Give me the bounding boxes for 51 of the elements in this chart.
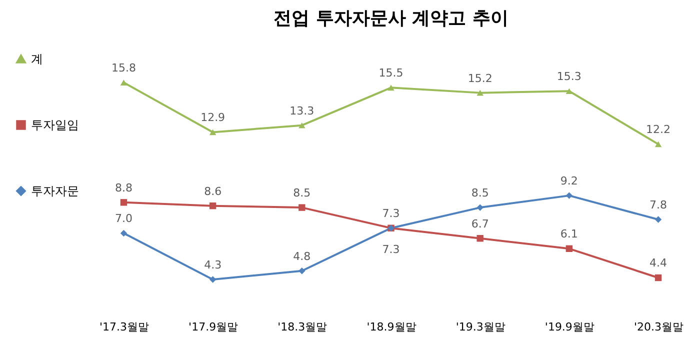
data-label: 7.0 [114,212,132,226]
x-tick-label: '20.3월말 [634,320,684,334]
data-label: 15.8 [111,62,136,75]
data-label: 8.8 [114,181,132,194]
data-label: 8.5 [471,186,489,200]
legend-label: 투자일임 [31,118,79,132]
point [476,204,484,211]
data-label: 7.3 [382,207,400,220]
data-label: 15.5 [378,66,404,80]
data-label: 4.3 [204,258,222,272]
data-label: 13.3 [290,104,314,118]
data-label: 6.7 [471,217,489,230]
point [654,141,662,148]
data-label: 15.3 [556,70,582,84]
point [566,245,573,252]
point [476,90,484,96]
point [120,199,128,206]
legend-label: 계 [31,52,43,66]
data-label: 4.4 [650,256,668,270]
point [120,230,128,237]
chart-title: 전업 투자자문사 계약고 추이 [274,8,508,29]
x-tick-label: '19.3월말 [456,320,506,334]
data-label: 4.8 [293,250,311,263]
point [298,204,306,211]
point [120,80,128,86]
point [476,235,484,242]
point [298,268,306,274]
data-label: 8.6 [204,184,222,198]
point [654,274,662,282]
point [566,192,573,199]
point [298,122,306,128]
x-tick-label: '18.3월말 [278,320,328,334]
point [654,216,662,223]
legend-label: 투자자문 [31,184,79,198]
data-label: 9.2 [560,174,578,188]
point [388,84,394,91]
data-label: 12.9 [200,111,226,124]
data-label: 7.3 [382,243,400,256]
data-label: 8.5 [293,186,311,200]
point [566,88,573,94]
point [209,276,216,283]
x-tick-label: '17.9월말 [188,320,238,334]
x-tick-label: '17.3월말 [99,320,149,334]
data-label: 15.2 [468,72,492,85]
data-label: 7.8 [650,198,668,212]
point [209,202,216,210]
point [209,129,216,136]
x-tick-label: '18.9월말 [366,320,416,334]
data-label: 12.2 [646,123,671,136]
x-tick-label: '19.9월말 [544,320,594,334]
data-label: 6.1 [560,228,578,241]
